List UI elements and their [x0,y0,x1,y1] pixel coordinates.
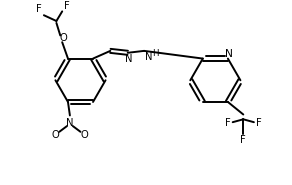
Text: F: F [36,4,42,14]
Text: F: F [64,1,70,11]
Text: O: O [81,130,88,140]
Text: N: N [125,54,132,64]
Text: O: O [52,130,59,140]
Text: H: H [152,49,159,58]
Text: F: F [240,135,246,145]
Text: F: F [256,118,262,128]
Text: O: O [59,33,67,43]
Text: F: F [225,118,231,128]
Text: N: N [225,49,233,59]
Text: N: N [66,118,74,128]
Text: N: N [145,52,153,62]
